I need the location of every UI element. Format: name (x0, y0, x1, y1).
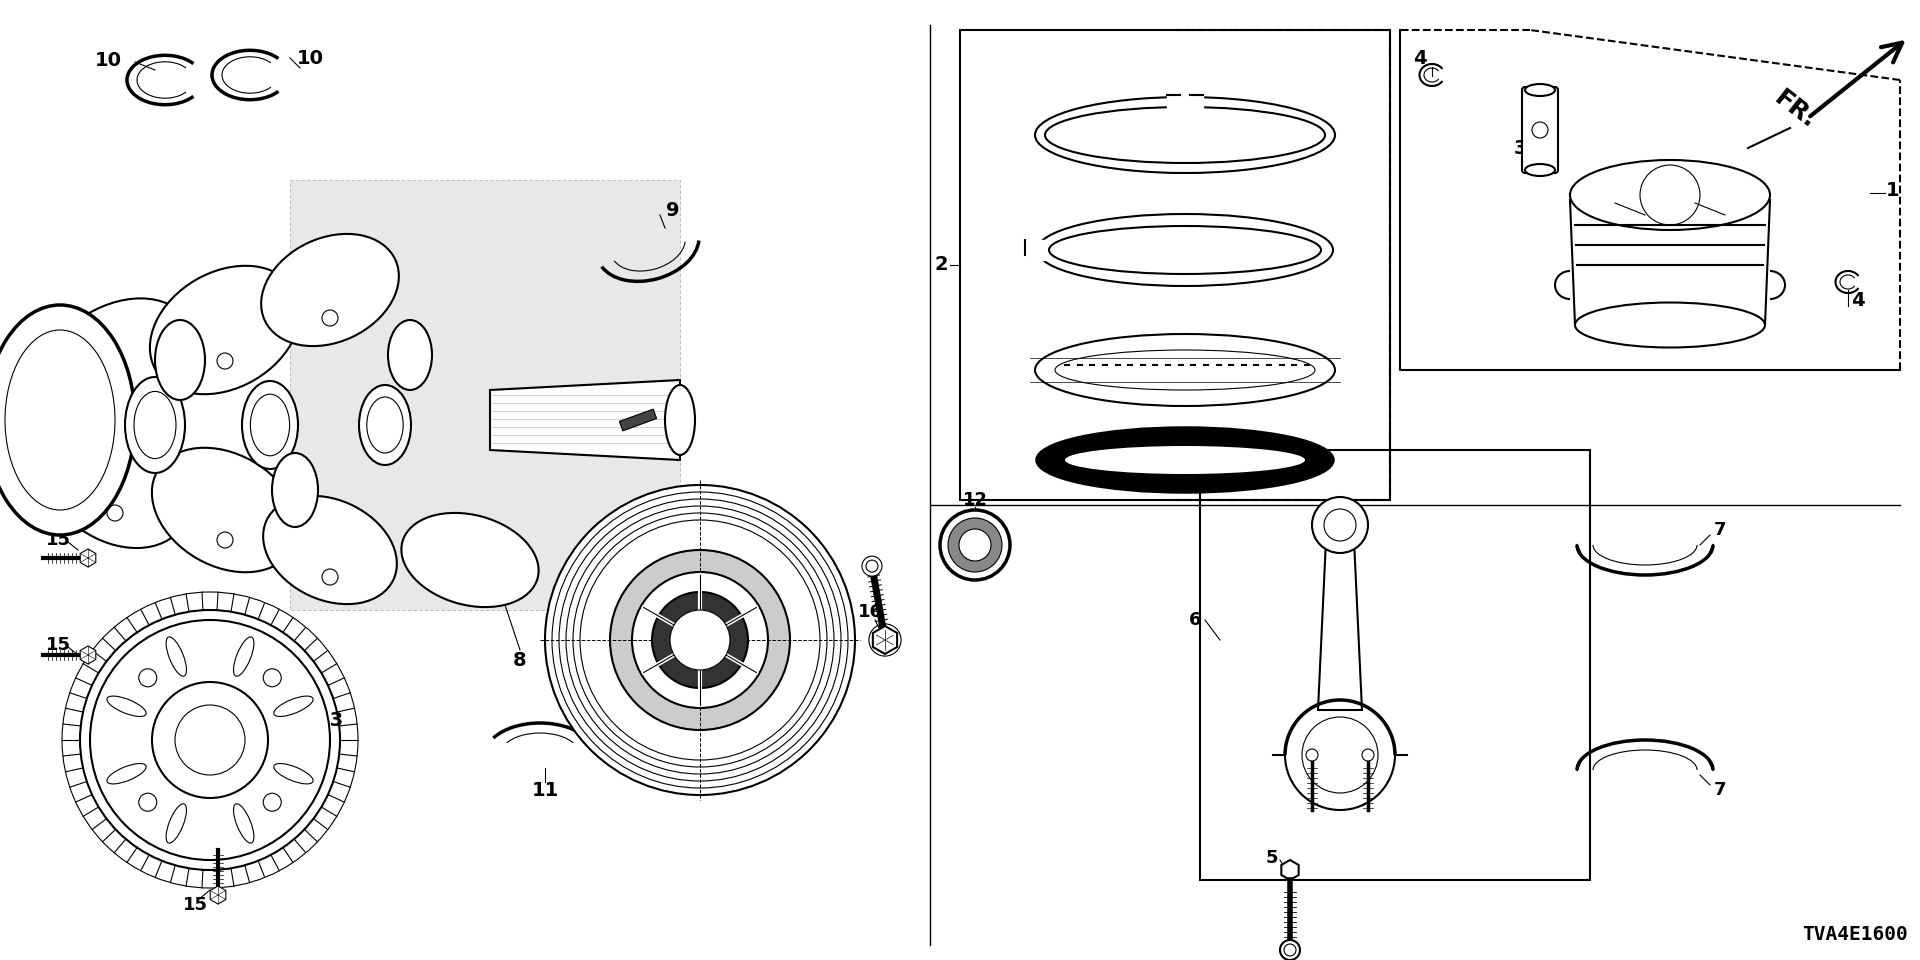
Ellipse shape (263, 496, 397, 604)
Circle shape (152, 682, 269, 798)
Text: 10: 10 (296, 49, 323, 67)
Circle shape (948, 518, 1002, 572)
Polygon shape (490, 380, 680, 460)
Text: 12: 12 (962, 491, 987, 509)
Text: 15: 15 (46, 531, 71, 549)
Ellipse shape (388, 320, 432, 390)
Text: 2: 2 (935, 255, 948, 275)
Ellipse shape (234, 636, 253, 676)
Polygon shape (1281, 860, 1298, 880)
Text: 7: 7 (1715, 521, 1726, 539)
Circle shape (545, 485, 854, 795)
Circle shape (263, 793, 280, 811)
Ellipse shape (6, 330, 115, 510)
Ellipse shape (152, 447, 298, 572)
Circle shape (670, 610, 730, 670)
Text: 9: 9 (666, 201, 680, 220)
Ellipse shape (275, 696, 313, 716)
Circle shape (862, 556, 881, 576)
Polygon shape (209, 886, 227, 904)
Bar (960, 30, 1390, 500)
Ellipse shape (359, 385, 411, 465)
Ellipse shape (108, 696, 146, 716)
FancyBboxPatch shape (1523, 87, 1557, 173)
Circle shape (941, 510, 1010, 580)
Text: FR.: FR. (1770, 86, 1820, 133)
Circle shape (958, 529, 991, 561)
Circle shape (632, 572, 768, 708)
Ellipse shape (1037, 428, 1332, 492)
Ellipse shape (664, 385, 695, 455)
Ellipse shape (242, 381, 298, 469)
Text: 3: 3 (1513, 138, 1526, 157)
Ellipse shape (40, 412, 190, 548)
Ellipse shape (234, 804, 253, 843)
Circle shape (611, 550, 789, 730)
Ellipse shape (261, 234, 399, 347)
Ellipse shape (273, 453, 319, 527)
Polygon shape (81, 549, 96, 567)
Text: 15: 15 (46, 636, 71, 654)
Ellipse shape (1037, 214, 1332, 286)
Text: 4: 4 (1413, 49, 1427, 67)
Polygon shape (81, 646, 96, 664)
Circle shape (653, 592, 749, 688)
Text: TVA4E1600: TVA4E1600 (1803, 925, 1908, 945)
Text: 15: 15 (182, 896, 207, 914)
Text: 10: 10 (94, 51, 121, 69)
Bar (1167, 95, 1204, 110)
Text: 6: 6 (1188, 611, 1202, 629)
Text: 8: 8 (513, 651, 526, 669)
Ellipse shape (150, 266, 300, 395)
Ellipse shape (1571, 160, 1770, 230)
Circle shape (1361, 749, 1375, 761)
Circle shape (1284, 700, 1396, 810)
Polygon shape (1317, 540, 1361, 710)
Circle shape (90, 620, 330, 860)
Text: 14: 14 (685, 539, 714, 558)
Text: 16: 16 (858, 603, 883, 621)
Ellipse shape (1066, 446, 1306, 474)
Circle shape (1306, 749, 1317, 761)
Circle shape (263, 669, 280, 686)
Polygon shape (620, 409, 657, 431)
Polygon shape (1571, 200, 1770, 325)
Ellipse shape (167, 804, 186, 843)
Ellipse shape (35, 299, 196, 442)
Text: 4: 4 (1851, 291, 1864, 309)
Text: 13: 13 (317, 710, 344, 730)
Ellipse shape (1524, 84, 1555, 96)
Ellipse shape (125, 377, 184, 473)
Ellipse shape (1035, 97, 1334, 173)
Polygon shape (290, 180, 680, 610)
Text: 7: 7 (1715, 781, 1726, 799)
Ellipse shape (1048, 226, 1321, 274)
Circle shape (1311, 497, 1367, 553)
Text: 17: 17 (659, 399, 685, 417)
Text: 5: 5 (1265, 849, 1279, 867)
Ellipse shape (167, 636, 186, 676)
Circle shape (1281, 940, 1300, 960)
Text: 11: 11 (532, 780, 559, 800)
Ellipse shape (275, 763, 313, 784)
Ellipse shape (156, 320, 205, 400)
Ellipse shape (108, 763, 146, 784)
Circle shape (138, 793, 157, 811)
Bar (1020, 240, 1044, 260)
Polygon shape (874, 626, 897, 654)
Bar (1200, 450, 1590, 880)
Circle shape (138, 669, 157, 686)
Ellipse shape (1574, 302, 1764, 348)
Ellipse shape (1044, 107, 1325, 163)
Text: 1: 1 (1885, 180, 1899, 200)
Ellipse shape (1524, 164, 1555, 176)
Ellipse shape (401, 513, 540, 607)
Ellipse shape (0, 305, 134, 535)
